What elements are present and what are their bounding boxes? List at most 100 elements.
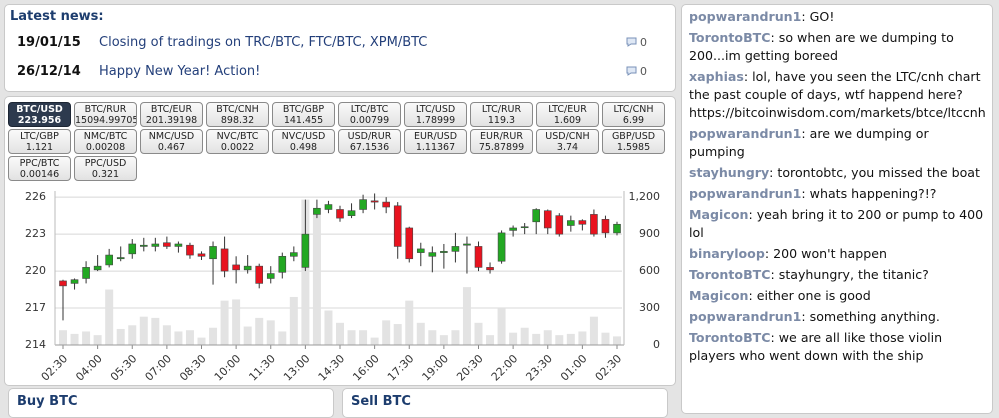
ticker-button[interactable]: PPC/USD 0.321 [74,156,137,181]
chat-text: : either one is good [748,288,871,303]
candle-body [555,215,564,235]
candle-body [105,254,113,266]
ticker-button[interactable]: GBP/USD 1.5985 [602,129,665,154]
ticker-pair: LTC/CNH [613,104,654,115]
ticker-price: 1.78999 [415,115,456,126]
ticker-button[interactable]: BTC/EUR 201.39198 [140,102,203,127]
chat-user[interactable]: popwarandrun1 [689,126,802,141]
ticker-pair: BTC/RUR [84,104,127,115]
news-item: 19/01/15 Closing of tradings on TRC/BTC, … [17,35,647,50]
ticker-button[interactable]: LTC/RUR 119.3 [470,102,533,127]
chat-user[interactable]: popwarandrun1 [689,186,802,201]
ticker-button[interactable]: LTC/CNH 6.99 [602,102,665,127]
ticker-button[interactable]: BTC/CNH 898.32 [206,102,269,127]
volume-bar [405,300,414,345]
candle-body [313,207,321,215]
ticker-pair: USD/RUR [347,131,392,142]
chat-user[interactable]: binaryloop [689,246,765,261]
ticker-pair: NMC/BTC [83,131,128,142]
ticker-price: 119.3 [487,115,516,126]
chat-user[interactable]: TorontoBTC [689,330,771,345]
chat-user[interactable]: Magicon [689,207,749,222]
x-tick-label: 07:00 [143,352,175,384]
candle-body [543,210,552,229]
volume-bar [174,331,183,345]
ticker-button[interactable]: LTC/EUR 1.609 [536,102,599,127]
ticker-pair: LTC/EUR [548,104,587,115]
news-link[interactable]: Closing of tradings on TRC/BTC, FTC/BTC,… [99,35,428,50]
ticker-button[interactable]: BTC/USD 223.956 [8,102,71,127]
ticker-price: 15094.99705 [75,115,137,126]
candle-body [428,252,437,257]
chat-message: TorontoBTC: stayhungry, the titanic? [689,266,984,284]
ticker-price: 6.99 [622,115,645,126]
volume-bar [289,296,298,345]
volume-bar [462,287,471,345]
chat-user[interactable]: popwarandrun1 [689,309,802,324]
chat-user[interactable]: TorontoBTC [689,267,771,282]
ticker-price: 1.609 [553,115,582,126]
y2-tick-label: 0 [653,338,660,351]
y2-tick-label: 600 [639,264,660,277]
comment-count[interactable]: 0 [626,36,647,49]
ticker-button[interactable]: PPC/BTC 0.00146 [8,156,71,181]
volume-bar [428,330,437,345]
volume-bar [601,332,610,345]
y2-tick-label: 900 [639,227,660,240]
candle-body [301,233,310,268]
ticker-button[interactable]: NMC/USD 0.467 [140,129,203,154]
chat-user[interactable]: stayhungry [689,165,770,180]
chat-log: popwarandrun1: GO! TorontoBTC: so when ar… [681,4,992,414]
buy-panel: Buy BTC [8,388,334,418]
ticker-pair: LTC/BTC [350,104,389,115]
volume-bar [486,335,495,345]
candle-body [243,265,252,271]
comment-count[interactable]: 0 [626,65,647,78]
ticker-button[interactable]: NMC/BTC 0.00208 [74,129,137,154]
chat-user[interactable]: xaphias [689,69,744,84]
ticker-button[interactable]: BTC/GBP 141.455 [272,102,335,127]
chat-user[interactable]: TorontoBTC [689,30,771,45]
ticker-pair: LTC/RUR [481,104,522,115]
volume-bar [162,325,171,345]
volume-bar [82,331,91,345]
candle-body [474,246,483,268]
chat-user[interactable]: popwarandrun1 [689,9,802,24]
chat-text: : 200 won't happen [764,246,887,261]
x-tick-label: 13:00 [281,352,313,384]
chat-text: : something anything. [801,309,940,324]
x-tick-label: 11:30 [246,352,278,384]
ticker-button[interactable]: LTC/USD 1.78999 [404,102,467,127]
ticker-pair: BTC/USD [16,104,63,115]
ticker-button[interactable]: LTC/GBP 1.121 [8,129,71,154]
x-tick-label: 20:30 [454,352,486,384]
news-link[interactable]: Happy New Year! Action! [99,64,261,79]
chat-text: : GO! [801,9,835,24]
candle-body [266,273,275,279]
ticker-button[interactable]: EUR/USD 1.11367 [404,129,467,154]
ticker-button[interactable]: LTC/BTC 0.00799 [338,102,401,127]
candle-body [601,219,610,234]
candle-body [197,253,206,257]
volume-bar [70,333,79,345]
volume-bar [116,328,125,345]
ticker-button[interactable]: EUR/RUR 75.87899 [470,129,533,154]
ticker-button[interactable]: BTC/RUR 15094.99705 [74,102,137,127]
news-date: 19/01/15 [17,35,81,50]
candle-body [324,204,333,210]
ticker-button[interactable]: NVC/USD 0.498 [272,129,335,154]
ticker-pair: PPC/USD [84,158,127,169]
ticker-button[interactable]: NVC/BTC 0.0022 [206,129,269,154]
chat-user[interactable]: Magicon [689,288,749,303]
ticker-price: 223.956 [17,115,62,126]
y2-tick-label: 1,200 [629,190,661,203]
ticker-button[interactable]: USD/RUR 67.1536 [338,129,401,154]
x-tick-label: 02:30 [593,352,625,384]
candle-body [209,246,217,260]
ticker-button[interactable]: USD/CNH 3.74 [536,129,599,154]
volume-bar [336,322,344,345]
candle-body [278,255,287,273]
ticker-price: 67.1536 [349,142,390,153]
chat-message: Magicon: either one is good [689,287,984,305]
ticker-pair: LTC/GBP [20,131,59,142]
